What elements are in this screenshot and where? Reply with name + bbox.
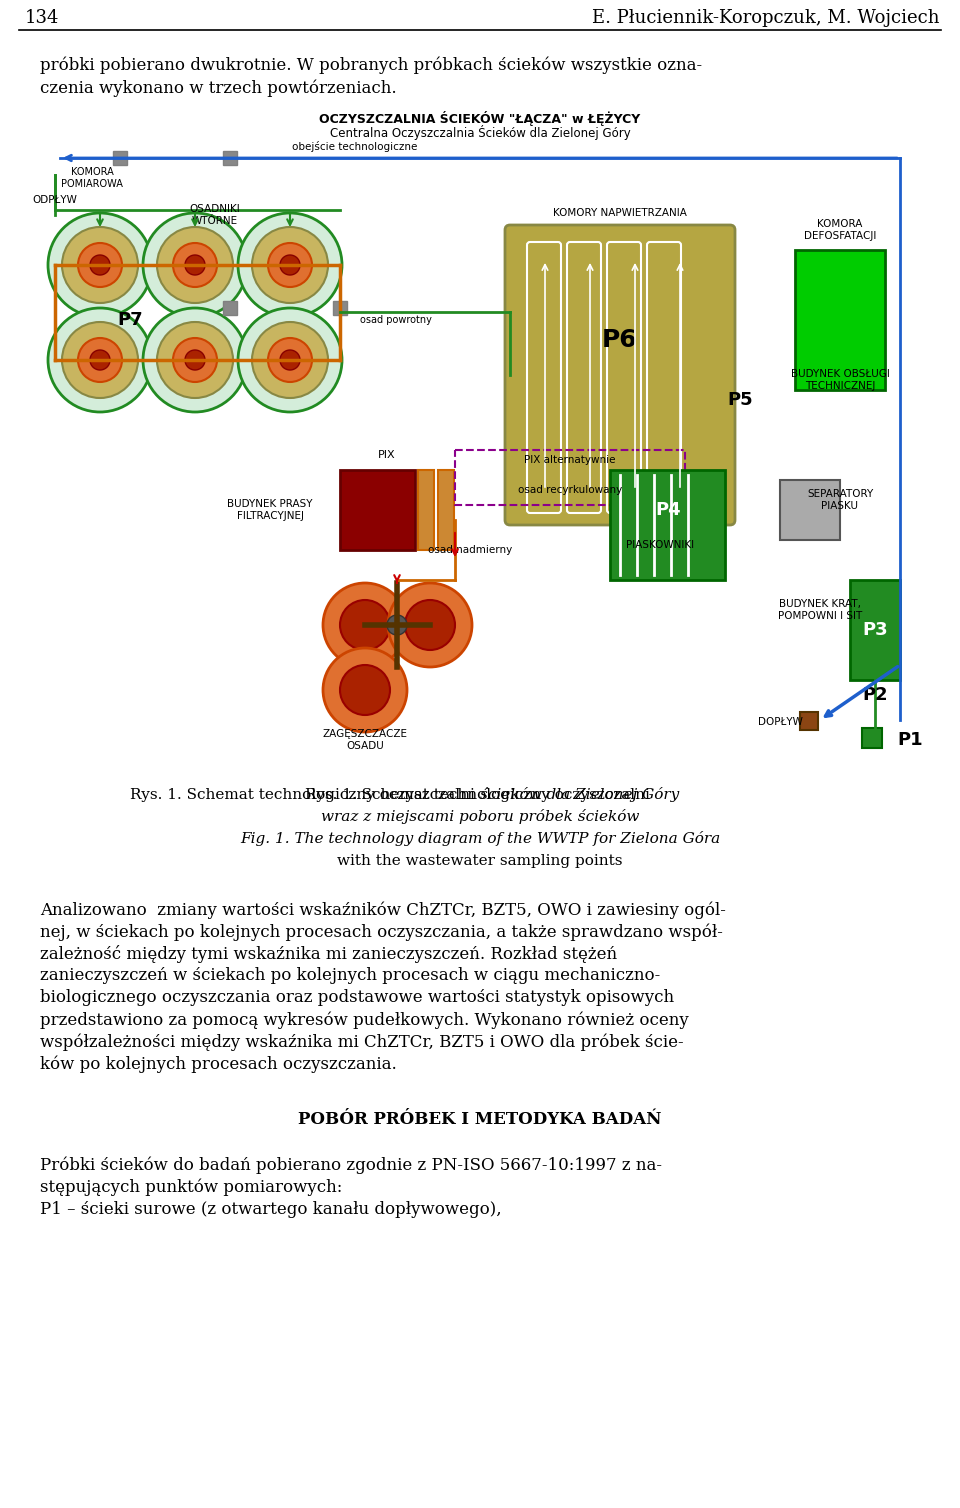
FancyBboxPatch shape xyxy=(567,241,601,513)
FancyBboxPatch shape xyxy=(527,241,561,513)
Text: Analizowano  zmiany wartości wskaźników ChZTCr, BZT5, OWO i zawiesiny ogól-: Analizowano zmiany wartości wskaźników C… xyxy=(40,902,726,918)
Bar xyxy=(438,470,454,550)
Bar xyxy=(333,302,347,315)
Text: BUDYNEK PRASY
FILTRACYJNEJ: BUDYNEK PRASY FILTRACYJNEJ xyxy=(228,499,313,520)
Text: osad recyrkulowany: osad recyrkulowany xyxy=(517,486,622,495)
Text: E. Płuciennik-Koropczuk, M. Wojciech: E. Płuciennik-Koropczuk, M. Wojciech xyxy=(592,9,940,27)
Circle shape xyxy=(48,308,152,412)
Text: osad powrotny: osad powrotny xyxy=(360,315,432,326)
Text: Rys. 1. Schemat technologiczny oczyszczalni: Rys. 1. Schemat technologiczny oczyszcza… xyxy=(305,789,655,802)
Text: BUDYNEK KRAT,
POMPOWNI I SIT: BUDYNEK KRAT, POMPOWNI I SIT xyxy=(778,599,862,621)
Text: P5: P5 xyxy=(727,391,753,409)
Circle shape xyxy=(185,255,205,274)
Text: P7: P7 xyxy=(117,311,143,329)
Text: P4: P4 xyxy=(655,501,681,519)
FancyBboxPatch shape xyxy=(647,241,681,513)
Text: przedstawiono za pomocą wykresów pudełkowych. Wykonano również oceny: przedstawiono za pomocą wykresów pudełko… xyxy=(40,1012,688,1028)
Text: zanieczyszczeń w ściekach po kolejnych procesach w ciągu mechaniczno-: zanieczyszczeń w ściekach po kolejnych p… xyxy=(40,968,660,985)
Bar xyxy=(610,470,725,581)
Circle shape xyxy=(78,338,122,382)
Text: ścieków dla Zielonej Góry: ścieków dla Zielonej Góry xyxy=(480,787,680,802)
Text: biologicznego oczyszczania oraz podstawowe wartości statystyk opisowych: biologicznego oczyszczania oraz podstawo… xyxy=(40,989,674,1006)
Text: wraz z miejscami poboru próbek ścieków: wraz z miejscami poboru próbek ścieków xyxy=(321,810,639,825)
Circle shape xyxy=(323,648,407,731)
Circle shape xyxy=(90,255,110,274)
Circle shape xyxy=(405,600,455,650)
Bar xyxy=(340,470,415,550)
Text: OSADNIKI
WTÓRNE: OSADNIKI WTÓRNE xyxy=(190,204,240,226)
Text: PIX: PIX xyxy=(378,449,396,460)
Text: współzależności między wskaźnika mi ChZTCr, BZT5 i OWO dla próbek ście-: współzależności między wskaźnika mi ChZT… xyxy=(40,1033,684,1051)
Circle shape xyxy=(143,213,247,317)
Circle shape xyxy=(268,243,312,287)
Bar xyxy=(223,302,237,315)
Circle shape xyxy=(157,228,233,303)
Text: KOMORA
DEFOSFATACJI: KOMORA DEFOSFATACJI xyxy=(804,219,876,241)
Circle shape xyxy=(173,338,217,382)
Text: obejście technologiczne: obejście technologiczne xyxy=(292,142,418,152)
Text: P6: P6 xyxy=(602,329,637,351)
Text: OCZYSZCZALNIA ŚCIEKÓW "ŁĄCZA" w ŁĘŻYCY: OCZYSZCZALNIA ŚCIEKÓW "ŁĄCZA" w ŁĘŻYCY xyxy=(320,110,640,125)
Text: Próbki ścieków do badań pobierano zgodnie z PN-ISO 5667-10:1997 z na-: Próbki ścieków do badań pobierano zgodni… xyxy=(40,1157,662,1173)
Circle shape xyxy=(252,228,328,303)
Bar xyxy=(862,728,882,748)
Text: Rys. 1. Schemat technologiczny oczyszczalni: Rys. 1. Schemat technologiczny oczyszcza… xyxy=(131,789,480,802)
Circle shape xyxy=(48,213,152,317)
Circle shape xyxy=(280,255,300,274)
Circle shape xyxy=(280,350,300,369)
Text: 134: 134 xyxy=(25,9,60,27)
Circle shape xyxy=(173,243,217,287)
Text: DOPŁYW: DOPŁYW xyxy=(757,716,803,727)
Circle shape xyxy=(340,665,390,715)
Text: stępujących punktów pomiarowych:: stępujących punktów pomiarowych: xyxy=(40,1178,343,1196)
Circle shape xyxy=(157,323,233,398)
Circle shape xyxy=(238,308,342,412)
Text: P1: P1 xyxy=(898,731,923,749)
Bar xyxy=(455,449,685,505)
Bar xyxy=(850,581,900,680)
Text: nej, w ściekach po kolejnych procesach oczyszczania, a także sprawdzano współ-: nej, w ściekach po kolejnych procesach o… xyxy=(40,923,723,941)
Text: P2: P2 xyxy=(862,686,888,704)
Circle shape xyxy=(340,600,390,650)
Text: ków po kolejnych procesach oczyszczania.: ków po kolejnych procesach oczyszczania. xyxy=(40,1056,396,1072)
Circle shape xyxy=(387,615,407,635)
Text: with the wastewater sampling points: with the wastewater sampling points xyxy=(337,854,623,869)
Circle shape xyxy=(238,213,342,317)
Text: P3: P3 xyxy=(862,621,888,639)
Circle shape xyxy=(185,350,205,369)
Circle shape xyxy=(62,323,138,398)
Text: czenia wykonano w trzech powtórzeniach.: czenia wykonano w trzech powtórzeniach. xyxy=(40,80,396,97)
Circle shape xyxy=(388,584,472,667)
Text: BUDYNEK OBSŁUGI
TECHNICZNEJ: BUDYNEK OBSŁUGI TECHNICZNEJ xyxy=(791,369,889,391)
Text: Centralna Oczyszczalnia Ścieków dla Zielonej Góry: Centralna Oczyszczalnia Ścieków dla Ziel… xyxy=(329,125,631,140)
Text: POBÓR PRÓBEK I METODYKA BADAŃ: POBÓR PRÓBEK I METODYKA BADAŃ xyxy=(299,1111,661,1128)
Text: PIX alternatywnie: PIX alternatywnie xyxy=(524,455,615,464)
Circle shape xyxy=(78,243,122,287)
Bar xyxy=(113,151,127,164)
Text: ZAGĘSZCZACZE
OSADU: ZAGĘSZCZACZE OSADU xyxy=(323,730,407,751)
Text: KOMORY NAPWIETRZANIA: KOMORY NAPWIETRZANIA xyxy=(553,208,687,219)
Text: P1 – ścieki surowe (z otwartego kanału dopływowego),: P1 – ścieki surowe (z otwartego kanału d… xyxy=(40,1200,502,1217)
Bar xyxy=(795,250,885,391)
FancyBboxPatch shape xyxy=(505,225,735,525)
Bar xyxy=(418,470,434,550)
Circle shape xyxy=(62,228,138,303)
Bar xyxy=(223,151,237,164)
Text: PIASKOWNIKI: PIASKOWNIKI xyxy=(626,540,694,550)
Text: KOMORA
POMIAROWA: KOMORA POMIAROWA xyxy=(61,167,123,188)
Circle shape xyxy=(90,350,110,369)
Text: zależność między tymi wskaźnika mi zanieczyszczeń. Rozkład stężeń: zależność między tymi wskaźnika mi zanie… xyxy=(40,946,617,964)
Text: SEPARATORY
PIASKU: SEPARATORY PIASKU xyxy=(806,489,874,511)
Circle shape xyxy=(323,584,407,667)
Text: ODPŁYW: ODPŁYW xyxy=(33,195,78,205)
Circle shape xyxy=(268,338,312,382)
Bar xyxy=(800,712,818,730)
FancyBboxPatch shape xyxy=(607,241,641,513)
Text: osad nadmierny: osad nadmierny xyxy=(428,544,512,555)
Bar xyxy=(780,480,840,540)
Circle shape xyxy=(252,323,328,398)
Circle shape xyxy=(143,308,247,412)
Text: Fig. 1. The technology diagram of the WWTP for Zielona Góra: Fig. 1. The technology diagram of the WW… xyxy=(240,831,720,846)
Text: próbki pobierano dwukrotnie. W pobranych próbkach ścieków wszystkie ozna-: próbki pobierano dwukrotnie. W pobranych… xyxy=(40,56,702,74)
